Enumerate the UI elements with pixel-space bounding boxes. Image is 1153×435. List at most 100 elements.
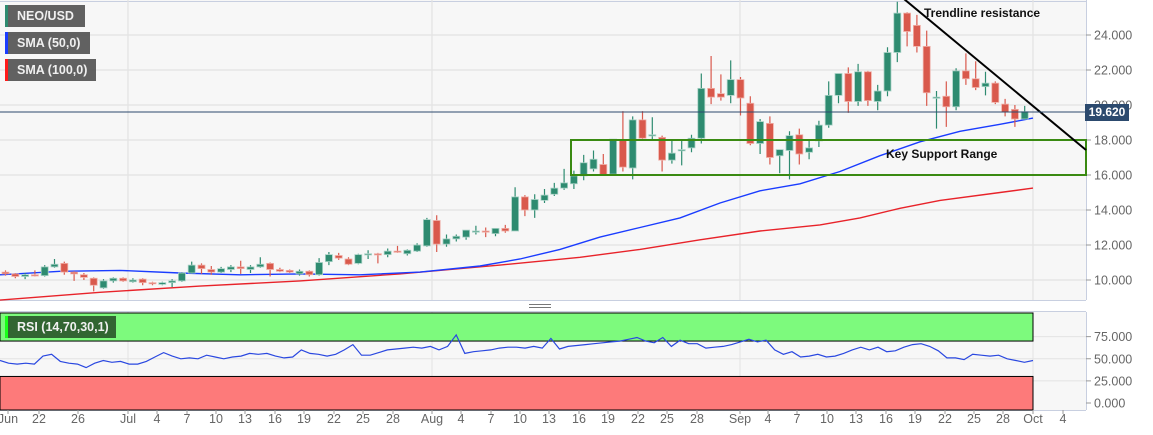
- svg-text:7: 7: [488, 412, 495, 426]
- svg-text:25.000: 25.000: [1094, 374, 1132, 388]
- candle: [285, 269, 294, 273]
- candle: [844, 67, 853, 113]
- candle: [932, 91, 941, 129]
- svg-text:Aug: Aug: [421, 412, 443, 426]
- svg-text:4: 4: [154, 412, 161, 426]
- candle: [834, 73, 843, 104]
- legend-rsi-label: RSI (14,70,30,1): [17, 320, 109, 334]
- candle: [403, 249, 412, 256]
- svg-text:10: 10: [513, 412, 527, 426]
- candle: [560, 168, 568, 190]
- candle: [864, 70, 872, 106]
- svg-text:28: 28: [690, 412, 704, 426]
- candle: [60, 261, 69, 275]
- candle: [344, 257, 353, 266]
- svg-text:24.000: 24.000: [1094, 29, 1132, 43]
- candle: [707, 56, 715, 105]
- legend-sma100[interactable]: SMA (100,0): [5, 59, 96, 81]
- candle: [373, 252, 382, 264]
- svg-text:22.000: 22.000: [1094, 64, 1132, 78]
- candle: [275, 267, 284, 273]
- svg-text:14.000: 14.000: [1094, 204, 1132, 218]
- svg-text:22: 22: [631, 412, 645, 426]
- candle: [981, 71, 990, 96]
- candle: [717, 74, 725, 101]
- svg-text:10: 10: [209, 412, 223, 426]
- candle: [736, 77, 745, 116]
- candle: [305, 270, 314, 277]
- legend-symbol-label: NEO/USD: [17, 9, 74, 23]
- candle: [266, 262, 275, 277]
- candle: [589, 150, 598, 172]
- legend-symbol[interactable]: NEO/USD: [5, 5, 85, 27]
- panel-splitter[interactable]: [0, 300, 1086, 312]
- candle: [295, 269, 304, 276]
- svg-text:50.000: 50.000: [1094, 352, 1132, 366]
- sma50-line: [0, 117, 1034, 276]
- svg-text:16.000: 16.000: [1094, 169, 1132, 183]
- candle: [638, 111, 647, 141]
- candle: [187, 261, 196, 274]
- svg-text:28: 28: [386, 412, 400, 426]
- candle: [119, 277, 127, 282]
- rsi-axis: 0.000 25.000 50.000 75.000: [1086, 330, 1132, 411]
- main-plot-area: [0, 0, 1086, 300]
- candle: [962, 53, 970, 85]
- candle: [471, 225, 480, 235]
- svg-text:13: 13: [542, 412, 556, 426]
- splitter-handle[interactable]: [529, 304, 551, 310]
- trendline-annotation: Trendline resistance: [924, 6, 1041, 20]
- legend-sma50[interactable]: SMA (50,0): [5, 32, 90, 54]
- candle: [883, 47, 892, 97]
- candle: [521, 195, 529, 217]
- svg-text:4: 4: [1060, 412, 1067, 426]
- candle: [89, 277, 98, 292]
- candle: [991, 81, 1000, 105]
- candle: [383, 248, 392, 258]
- symbol-color-swatch: [5, 5, 8, 27]
- candle: [422, 217, 431, 247]
- svg-text:25: 25: [356, 412, 370, 426]
- candle: [50, 259, 59, 268]
- candle: [99, 279, 108, 289]
- candle: [511, 187, 520, 232]
- candle: [452, 234, 461, 242]
- candle: [197, 263, 206, 274]
- candle: [256, 257, 265, 268]
- svg-text:10: 10: [820, 412, 834, 426]
- sma100-line: [0, 187, 1034, 301]
- svg-text:Jul: Jul: [120, 412, 136, 426]
- candle: [80, 273, 88, 280]
- sma100-color-swatch: [5, 59, 8, 81]
- candle: [668, 140, 676, 164]
- candle: [756, 119, 764, 154]
- candle: [177, 272, 186, 282]
- price-axis: 10.00012.00014.00016.00018.00020.00022.0…: [1086, 29, 1132, 288]
- svg-text:4: 4: [458, 412, 465, 426]
- candle: [148, 281, 157, 286]
- svg-text:22: 22: [938, 412, 952, 426]
- candle: [775, 149, 784, 174]
- svg-text:16: 16: [268, 412, 282, 426]
- candle: [138, 278, 147, 286]
- support-annotation: Key Support Range: [886, 147, 998, 161]
- svg-text:4: 4: [765, 412, 772, 426]
- candle: [21, 273, 30, 280]
- candle: [942, 81, 951, 127]
- svg-text:19: 19: [908, 412, 922, 426]
- candle: [550, 182, 559, 196]
- candle: [393, 245, 402, 253]
- svg-text:13: 13: [849, 412, 863, 426]
- svg-text:12.000: 12.000: [1094, 239, 1132, 253]
- candle: [246, 265, 255, 273]
- candle: [530, 194, 539, 218]
- candle: [540, 189, 549, 203]
- candle: [364, 250, 373, 259]
- legend-rsi[interactable]: RSI (14,70,30,1): [5, 316, 116, 338]
- svg-text:7: 7: [794, 412, 801, 426]
- legend-sma100-label: SMA (100,0): [17, 63, 88, 77]
- svg-text:18.000: 18.000: [1094, 134, 1132, 148]
- candle: [236, 260, 245, 274]
